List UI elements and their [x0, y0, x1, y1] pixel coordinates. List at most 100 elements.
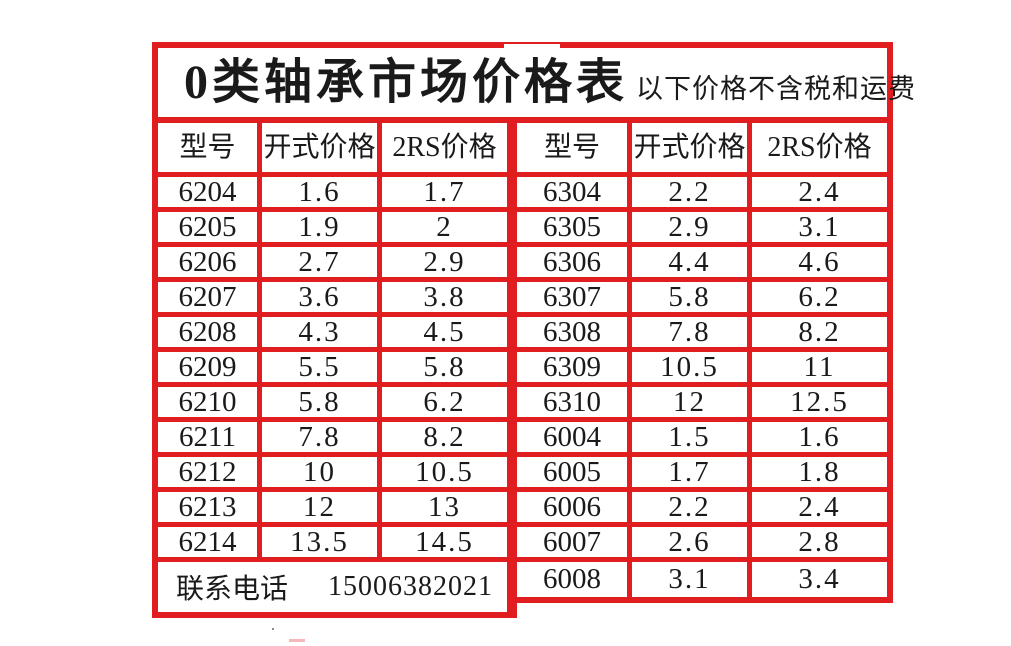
table-row: 6005 1.7 1.8: [517, 457, 887, 492]
rs-price-cell: 13: [428, 492, 461, 522]
model-cell: 6208: [158, 317, 262, 347]
open-price-cell: 2.2: [632, 177, 752, 207]
open-price-cell: 4.4: [632, 247, 752, 277]
open-price-cell: 2.2: [632, 492, 752, 522]
table-row: 6210 5.8 6.2: [158, 387, 507, 422]
right-table: 型号 开式价格 2RS价格 6304 2.2 2.4 6305 2.9 3.1 6306 4.…: [517, 123, 893, 603]
open-price-cell: 3.1: [632, 562, 752, 597]
model-cell: 6304: [517, 177, 632, 207]
table-row: 6004 1.5 1.6: [517, 422, 887, 457]
open-price-cell: 5.8: [632, 282, 752, 312]
table-row: 6204 1.6 1.7: [158, 177, 507, 212]
open-price-cell: 1.5: [632, 422, 752, 452]
table-row: 6008 3.1 3.4: [517, 562, 887, 597]
column-header-2rs-price: 2RS价格: [392, 131, 497, 163]
table-row: 6007 2.6 2.8: [517, 527, 887, 562]
left-table: 型号 开式价格 2RS价格 6204 1.6 1.7 6205 1.9 2 6206 2.7 2…: [152, 123, 517, 618]
rs-price-cell: 1.6: [798, 422, 841, 452]
model-cell: 6211: [158, 422, 262, 452]
table-row: 6214 13.5 14.5: [158, 527, 507, 562]
left-table-rows: 6204 1.6 1.7 6205 1.9 2 6206 2.7 2.9 6207 3.6 3.8 62…: [158, 177, 507, 562]
column-header-open-price: 开式价格: [262, 123, 382, 172]
table-row: 6304 2.2 2.4: [517, 177, 887, 212]
model-cell: 6006: [517, 492, 632, 522]
rs-price-cell: 8.2: [423, 422, 466, 452]
open-price-cell: 13.5: [262, 527, 382, 557]
table-row: 6308 7.8 8.2: [517, 317, 887, 352]
table-row: 6208 4.3 4.5: [158, 317, 507, 352]
model-cell: 6007: [517, 527, 632, 557]
model-cell: 6204: [158, 177, 262, 207]
model-cell: 6212: [158, 457, 262, 487]
table-row: 6310 12 12.5: [517, 387, 887, 422]
open-price-cell: 1.6: [262, 177, 382, 207]
rs-price-cell: 11: [803, 352, 836, 382]
open-price-cell: 12: [262, 492, 382, 522]
price-table: 0类轴承市场价格表 以下价格不含税和运费 型号 开式价格 2RS价格 6204 1…: [152, 42, 915, 618]
model-cell: 6306: [517, 247, 632, 277]
column-header-2rs-price: 2RS价格: [767, 131, 872, 163]
table-subtitle: 以下价格不含税和运费: [636, 74, 917, 104]
rs-price-cell: 4.6: [798, 247, 841, 277]
rs-price-cell: 3.1: [798, 212, 841, 242]
rs-price-cell: 4.5: [423, 317, 466, 347]
column-header-model: 型号: [158, 123, 262, 172]
rs-price-cell: 12.5: [790, 387, 849, 417]
rs-price-cell: 8.2: [798, 317, 841, 347]
rs-price-cell: 2: [436, 212, 453, 242]
table-body: 型号 开式价格 2RS价格 6204 1.6 1.7 6205 1.9 2 6206 2.7 2…: [152, 123, 893, 618]
table-row: 6209 5.5 5.8: [158, 352, 507, 387]
open-price-cell: 3.6: [262, 282, 382, 312]
open-price-cell: 2.9: [632, 212, 752, 242]
model-cell: 6210: [158, 387, 262, 417]
open-price-cell: 10: [262, 457, 382, 487]
right-header-row: 型号 开式价格 2RS价格: [517, 123, 887, 177]
rs-price-cell: 2.9: [423, 247, 466, 277]
contact-label: 联系电话: [176, 574, 289, 605]
open-price-cell: 1.9: [262, 212, 382, 242]
scan-artifact-dot: [272, 628, 274, 630]
model-cell: 6205: [158, 212, 262, 242]
table-row: 6207 3.6 3.8: [158, 282, 507, 317]
model-cell: 6307: [517, 282, 632, 312]
model-cell: 6308: [517, 317, 632, 347]
model-cell: 6309: [517, 352, 632, 382]
model-cell: 6305: [517, 212, 632, 242]
page-title: 0类轴承市场价格表: [184, 56, 629, 109]
table-row: 6307 5.8 6.2: [517, 282, 887, 317]
open-price-cell: 2.6: [632, 527, 752, 557]
table-row: 6006 2.2 2.4: [517, 492, 887, 527]
model-cell: 6214: [158, 527, 262, 557]
model-cell: 6207: [158, 282, 262, 312]
model-cell: 6008: [517, 562, 632, 597]
open-price-cell: 1.7: [632, 457, 752, 487]
rs-price-cell: 1.7: [423, 177, 466, 207]
column-header-model: 型号: [517, 123, 632, 172]
model-cell: 6213: [158, 492, 262, 522]
table-row: 6309 10.5 11: [517, 352, 887, 387]
scan-artifact-dash: [289, 639, 305, 642]
open-price-cell: 5.8: [262, 387, 382, 417]
table-row: 6213 12 13: [158, 492, 507, 527]
left-header-row: 型号 开式价格 2RS价格: [158, 123, 507, 177]
table-row: 6212 10 10.5: [158, 457, 507, 492]
rs-price-cell: 1.8: [798, 457, 841, 487]
open-price-cell: 4.3: [262, 317, 382, 347]
scan-artifact-notch: [504, 44, 560, 48]
open-price-cell: 7.8: [262, 422, 382, 452]
rs-price-cell: 2.8: [798, 527, 841, 557]
model-cell: 6310: [517, 387, 632, 417]
rs-price-cell: 3.8: [423, 282, 466, 312]
model-cell: 6005: [517, 457, 632, 487]
rs-price-cell: 2.4: [798, 492, 841, 522]
table-row: 6305 2.9 3.1: [517, 212, 887, 247]
model-cell: 6004: [517, 422, 632, 452]
rs-price-cell: 6.2: [798, 282, 841, 312]
open-price-cell: 2.7: [262, 247, 382, 277]
rs-price-cell: 3.4: [798, 563, 841, 595]
rs-price-cell: 14.5: [415, 527, 474, 557]
rs-price-cell: 6.2: [423, 387, 466, 417]
contact-row: 联系电话 15006382021: [158, 562, 507, 612]
rs-price-cell: 2.4: [798, 177, 841, 207]
